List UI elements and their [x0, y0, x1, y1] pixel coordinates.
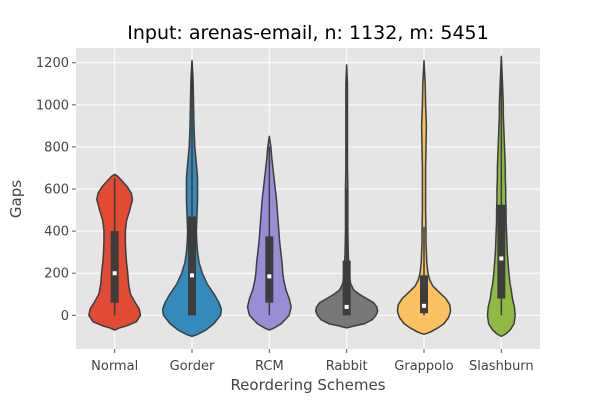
- chart-title: Input: arenas-email, n: 1132, m: 5451: [127, 22, 489, 44]
- x-tick-labels: Normal Gorder RCM Rabbit Grappolo Slashburn: [91, 349, 534, 374]
- y-tick-label: 800: [44, 140, 69, 155]
- y-tick-label: 1200: [36, 56, 69, 71]
- x-tick-label: Gorder: [170, 359, 215, 374]
- y-tick-label: 1000: [36, 98, 69, 113]
- x-axis-label: Reordering Schemes: [230, 376, 385, 394]
- y-tick-label: 400: [44, 225, 69, 240]
- x-tick-label: Grappolo: [394, 359, 453, 374]
- violin-iqr-box: [342, 260, 351, 316]
- violins: [88, 55, 516, 338]
- violin-iqr-box: [110, 231, 119, 303]
- violin-iqr-box: [265, 236, 274, 303]
- x-tick-label: Slashburn: [469, 359, 534, 374]
- violin-iqr-box: [188, 216, 196, 316]
- y-tick-label: 0: [61, 309, 69, 324]
- x-tick-label: Normal: [91, 359, 138, 374]
- violin-median-marker: [499, 256, 504, 261]
- violin-median-marker: [344, 304, 349, 309]
- y-tick-label: 600: [44, 183, 69, 198]
- plot-background: [76, 48, 540, 349]
- y-tick-label: 200: [44, 267, 69, 282]
- y-axis-label: Gaps: [7, 180, 25, 218]
- y-tick-labels: 0 200 400 600 800 1000 1200: [36, 56, 76, 324]
- violin-median-marker: [112, 271, 117, 276]
- x-tick-label: Rabbit: [326, 359, 368, 374]
- x-tick-label: RCM: [255, 359, 284, 374]
- violin-median-marker: [422, 303, 426, 308]
- violin-iqr-box: [497, 204, 506, 299]
- violin-iqr-box: [420, 275, 428, 314]
- violin-grappolo: [396, 59, 452, 336]
- violin-median-marker: [190, 273, 194, 278]
- violin-median-marker: [267, 274, 272, 279]
